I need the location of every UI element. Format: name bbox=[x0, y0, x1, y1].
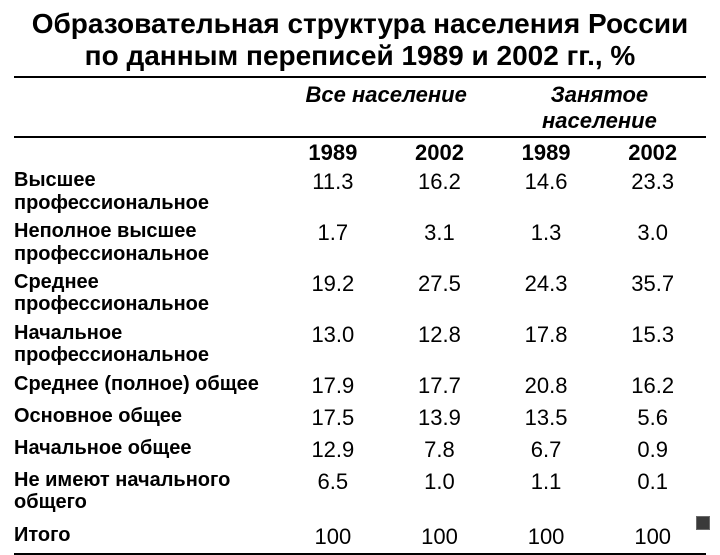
cell: 23.3 bbox=[599, 166, 706, 217]
cell: 100 bbox=[599, 516, 706, 554]
cell: 17.5 bbox=[280, 402, 387, 434]
table-row: Среднее профессиональное 19.2 27.5 24.3 … bbox=[14, 268, 706, 319]
cell: 1.3 bbox=[493, 217, 600, 268]
row-label: Начальное профессиональное bbox=[14, 319, 280, 370]
cell: 15.3 bbox=[599, 319, 706, 370]
row-label: Начальное общее bbox=[14, 434, 280, 466]
row-label-total: Итого bbox=[14, 516, 280, 554]
table-row: Начальное профессиональное 13.0 12.8 17.… bbox=[14, 319, 706, 370]
row-label: Основное общее bbox=[14, 402, 280, 434]
table-row: Высшее профессиональное 11.3 16.2 14.6 2… bbox=[14, 166, 706, 217]
cell: 0.9 bbox=[599, 434, 706, 466]
cell: 16.2 bbox=[599, 370, 706, 402]
cell: 0.1 bbox=[599, 466, 706, 517]
cell: 12.8 bbox=[386, 319, 493, 370]
cell: 1.7 bbox=[280, 217, 387, 268]
cell: 5.6 bbox=[599, 402, 706, 434]
cell: 17.9 bbox=[280, 370, 387, 402]
year-col-3: 1989 bbox=[493, 137, 600, 166]
cell: 3.0 bbox=[599, 217, 706, 268]
square-icon bbox=[696, 516, 710, 530]
group-header-all: Все население bbox=[280, 77, 493, 137]
page-title: Образовательная структура населения Росс… bbox=[14, 8, 706, 72]
cell: 17.8 bbox=[493, 319, 600, 370]
table-row: Среднее (полное) общее 17.9 17.7 20.8 16… bbox=[14, 370, 706, 402]
cell: 3.1 bbox=[386, 217, 493, 268]
year-col-4: 2002 bbox=[599, 137, 706, 166]
table-row: Начальное общее 12.9 7.8 6.7 0.9 bbox=[14, 434, 706, 466]
group-header-row: Все население Занятое население bbox=[14, 77, 706, 137]
cell: 1.0 bbox=[386, 466, 493, 517]
cell: 20.8 bbox=[493, 370, 600, 402]
table-row: Неполное высшее профессиональное 1.7 3.1… bbox=[14, 217, 706, 268]
group-header-employed: Занятое население bbox=[493, 77, 706, 137]
cell: 11.3 bbox=[280, 166, 387, 217]
title-line-1: Образовательная структура населения Росс… bbox=[32, 8, 689, 39]
cell: 13.0 bbox=[280, 319, 387, 370]
title-line-2: по данным переписей 1989 и 2002 гг., % bbox=[85, 40, 636, 71]
table-row: Основное общее 17.5 13.9 13.5 5.6 bbox=[14, 402, 706, 434]
cell: 100 bbox=[386, 516, 493, 554]
cell: 100 bbox=[493, 516, 600, 554]
cell: 1.1 bbox=[493, 466, 600, 517]
cell: 13.9 bbox=[386, 402, 493, 434]
row-label: Высшее профессиональное bbox=[14, 166, 280, 217]
year-header-row: 1989 2002 1989 2002 bbox=[14, 137, 706, 166]
cell: 6.7 bbox=[493, 434, 600, 466]
cell: 17.7 bbox=[386, 370, 493, 402]
year-col-1: 1989 bbox=[280, 137, 387, 166]
year-col-2: 2002 bbox=[386, 137, 493, 166]
row-label: Среднее профессиональное bbox=[14, 268, 280, 319]
row-label: Не имеют начального общего bbox=[14, 466, 280, 517]
cell: 7.8 bbox=[386, 434, 493, 466]
cell: 35.7 bbox=[599, 268, 706, 319]
cell: 19.2 bbox=[280, 268, 387, 319]
cell: 13.5 bbox=[493, 402, 600, 434]
cell: 27.5 bbox=[386, 268, 493, 319]
slide: Образовательная структура населения Росс… bbox=[0, 0, 720, 540]
table-row-total: Итого 100 100 100 100 bbox=[14, 516, 706, 554]
cell: 16.2 bbox=[386, 166, 493, 217]
cell: 24.3 bbox=[493, 268, 600, 319]
cell: 6.5 bbox=[280, 466, 387, 517]
data-table: Все население Занятое население 1989 200… bbox=[14, 76, 706, 555]
table-row: Не имеют начального общего 6.5 1.0 1.1 0… bbox=[14, 466, 706, 517]
row-label: Неполное высшее профессиональное bbox=[14, 217, 280, 268]
cell: 100 bbox=[280, 516, 387, 554]
cell: 14.6 bbox=[493, 166, 600, 217]
cell: 12.9 bbox=[280, 434, 387, 466]
row-label: Среднее (полное) общее bbox=[14, 370, 280, 402]
